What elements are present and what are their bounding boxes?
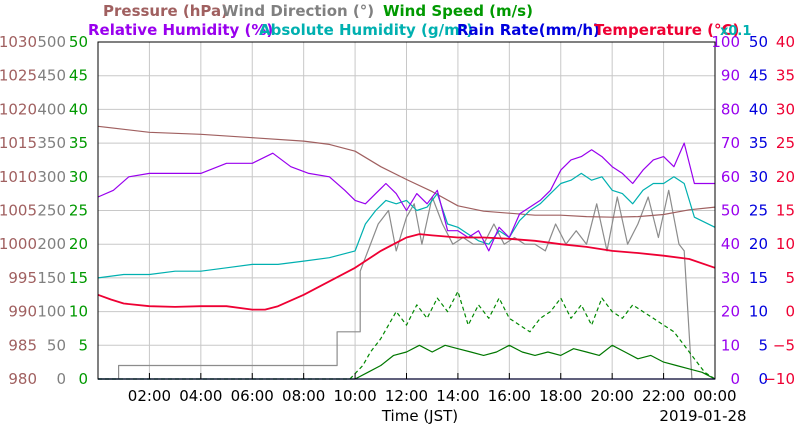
x-axis: 02:00 04:00 06:00 08:00 10:00 12:00 14:00 16:00… xyxy=(128,373,737,405)
y-tick-rh: 60 xyxy=(721,168,740,186)
y-tick-temp: 0 xyxy=(785,303,795,321)
series-temp xyxy=(97,233,716,311)
y-tick-rh: 40 xyxy=(721,235,740,253)
y-tick-rain: 45 xyxy=(749,67,768,85)
y-tick-temp: 15 xyxy=(776,202,795,220)
y-tick-rain: 0 xyxy=(758,370,768,388)
y-tick-wind-dir: 500 xyxy=(37,33,66,51)
y-tick-wind-dir: 50 xyxy=(47,336,66,354)
y-tick-rh: 70 xyxy=(721,134,740,152)
date-label: 2019-01-28 xyxy=(659,407,746,425)
series-ah xyxy=(97,172,716,279)
legend-wind-speed: Wind Speed (m/s) xyxy=(383,2,533,20)
series-wind-speed xyxy=(98,290,716,380)
y-tick-rain: 25 xyxy=(749,202,768,220)
y-tick-temp: 5 xyxy=(785,269,795,287)
series-rh xyxy=(97,142,715,252)
y-tick-pressure: 1010 xyxy=(0,168,37,186)
y-tick-temp: 35 xyxy=(776,67,795,85)
x-tick-label: 06:00 xyxy=(231,387,274,405)
y-tick-rh: 100 xyxy=(711,33,740,51)
series-pressure xyxy=(97,125,716,218)
y-tick-wind-dir: 0 xyxy=(56,370,66,388)
y-tick-temp: −10 xyxy=(763,370,795,388)
y-tick-pressure: 995 xyxy=(8,269,37,287)
y-tick-pressure: 1000 xyxy=(0,235,37,253)
legend-rh: Relative Humidity (%) xyxy=(88,21,273,39)
series-wind-dir xyxy=(98,189,715,380)
x-tick-label: 12:00 xyxy=(385,387,428,405)
y-tick-rh: 10 xyxy=(721,336,740,354)
y-tick-rain: 30 xyxy=(749,168,768,186)
y-tick-wind-speed: 0 xyxy=(78,370,88,388)
legend-x01: x0.1 xyxy=(720,24,751,39)
y-tick-wind-speed: 5 xyxy=(78,336,88,354)
y-tick-pressure: 1005 xyxy=(0,202,37,220)
y-tick-wind-speed: 40 xyxy=(69,100,88,118)
x-tick-label: 22:00 xyxy=(642,387,685,405)
x-tick-label: 10:00 xyxy=(333,387,376,405)
y-tick-wind-speed: 10 xyxy=(69,303,88,321)
y-tick-wind-speed: 30 xyxy=(69,168,88,186)
y-tick-rh: 80 xyxy=(721,100,740,118)
y-tick-wind-dir: 350 xyxy=(37,134,66,152)
y-tick-wind-speed: 45 xyxy=(69,67,88,85)
legend-temp: Temperature (°C) xyxy=(594,21,739,39)
y-tick-temp: −5 xyxy=(773,336,795,354)
legend-wind-dir: Wind Direction (°) xyxy=(222,2,374,20)
x-tick-label: 20:00 xyxy=(591,387,634,405)
y-tick-rain: 35 xyxy=(749,134,768,152)
y-tick-rain: 40 xyxy=(749,100,768,118)
x-tick-label: 00:00 xyxy=(693,387,736,405)
legend-pressure: Pressure (hPa) xyxy=(103,2,228,20)
y-tick-rain: 5 xyxy=(758,336,768,354)
x-axis-label: Time (JST) xyxy=(381,407,458,425)
y-tick-wind-dir: 200 xyxy=(37,235,66,253)
y-axes: 1030102510201015101010051000995990985980… xyxy=(0,33,795,388)
x-tick-label: 16:00 xyxy=(488,387,531,405)
y-tick-pressure: 1020 xyxy=(0,100,37,118)
y-tick-wind-dir: 150 xyxy=(37,269,66,287)
y-tick-wind-speed: 25 xyxy=(69,202,88,220)
y-tick-wind-speed: 15 xyxy=(69,269,88,287)
y-tick-rh: 90 xyxy=(721,67,740,85)
y-tick-rain: 20 xyxy=(749,235,768,253)
y-tick-pressure: 990 xyxy=(8,303,37,321)
y-tick-wind-speed: 35 xyxy=(69,134,88,152)
y-tick-pressure: 1030 xyxy=(0,33,37,51)
y-tick-temp: 25 xyxy=(776,134,795,152)
x-tick-label: 18:00 xyxy=(539,387,582,405)
y-tick-pressure: 1025 xyxy=(0,67,37,85)
y-tick-pressure: 980 xyxy=(8,370,37,388)
y-tick-wind-speed: 50 xyxy=(69,33,88,51)
x-tick-label: 02:00 xyxy=(128,387,171,405)
y-tick-rain: 10 xyxy=(749,303,768,321)
x-tick-label: 04:00 xyxy=(179,387,222,405)
y-tick-rh: 50 xyxy=(721,202,740,220)
x-tick-label: 08:00 xyxy=(282,387,325,405)
y-tick-rh: 20 xyxy=(721,303,740,321)
y-tick-rain: 50 xyxy=(749,33,768,51)
y-tick-wind-dir: 250 xyxy=(37,202,66,220)
y-tick-temp: 10 xyxy=(776,235,795,253)
y-tick-temp: 40 xyxy=(776,33,795,51)
y-tick-rh: 30 xyxy=(721,269,740,287)
y-tick-temp: 30 xyxy=(776,100,795,118)
y-tick-wind-dir: 300 xyxy=(37,168,66,186)
y-tick-temp: 20 xyxy=(776,168,795,186)
y-tick-pressure: 985 xyxy=(8,336,37,354)
y-tick-rh: 0 xyxy=(730,370,740,388)
legend-rain: Rain Rate(mm/h) xyxy=(457,21,600,39)
x-tick-label: 14:00 xyxy=(436,387,479,405)
y-tick-pressure: 1015 xyxy=(0,134,37,152)
y-tick-wind-dir: 400 xyxy=(37,100,66,118)
y-tick-wind-speed: 20 xyxy=(69,235,88,253)
y-tick-rain: 15 xyxy=(749,269,768,287)
y-tick-wind-dir: 450 xyxy=(37,67,66,85)
series-wind-speed-mean xyxy=(98,344,716,380)
y-tick-wind-dir: 100 xyxy=(37,303,66,321)
legend: Pressure (hPa)Wind Direction (°) Wind Spe… xyxy=(88,2,751,39)
legend-ah: Absolute Humidity (g/m³) xyxy=(259,21,473,39)
